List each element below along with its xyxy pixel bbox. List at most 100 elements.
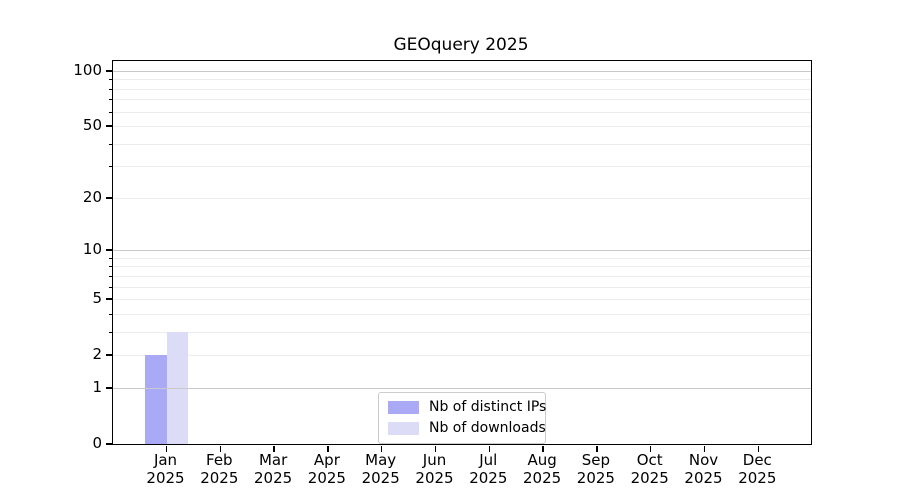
gridline-minor xyxy=(113,88,811,90)
x-tick-mark xyxy=(380,445,383,452)
y-tick-mark xyxy=(105,249,112,251)
x-tick-month: Feb xyxy=(206,451,233,469)
x-tick-month: Jul xyxy=(479,451,498,469)
gridline-minor xyxy=(113,99,811,101)
gridline-minor xyxy=(113,166,811,168)
x-tick-mark xyxy=(703,445,706,452)
y-tick-mark xyxy=(105,387,112,389)
x-tick-mark xyxy=(219,445,222,452)
x-tick-year: 2025 xyxy=(630,469,669,487)
gridline-minor xyxy=(113,197,811,199)
x-tick-label-sep: Sep 2025 xyxy=(561,451,631,487)
gridline-minor xyxy=(113,286,811,288)
x-tick-month: Jun xyxy=(422,451,447,469)
gridline-minor xyxy=(113,331,811,333)
y-tick-mark xyxy=(105,125,112,127)
x-tick-label-may: May 2025 xyxy=(346,451,416,487)
major-gridlines-layer xyxy=(113,61,811,444)
y-tick-label: 2 xyxy=(92,345,102,364)
x-tick-mark xyxy=(434,445,437,452)
x-tick-year: 2025 xyxy=(254,469,293,487)
gridline-minor xyxy=(113,257,811,259)
y-tick-label: 5 xyxy=(92,289,102,308)
y-tick-label: 1 xyxy=(92,377,102,396)
legend-swatch-distinct-ips xyxy=(388,401,419,414)
gridline-minor xyxy=(113,79,811,81)
y-minor-tick-mark xyxy=(108,266,112,268)
x-tick-label-jun: Jun 2025 xyxy=(400,451,470,487)
x-tick-label-apr: Apr 2025 xyxy=(292,451,362,487)
y-tick-mark xyxy=(105,197,112,199)
x-tick-month: Apr xyxy=(313,451,340,469)
x-tick-month: Oct xyxy=(636,451,663,469)
x-tick-label-aug: Aug 2025 xyxy=(507,451,577,487)
x-tick-year: 2025 xyxy=(523,469,562,487)
y-tick-label: 0 xyxy=(92,434,102,452)
y-minor-tick-mark xyxy=(108,275,112,277)
x-tick-mark xyxy=(649,445,652,452)
gridline-major xyxy=(113,70,811,72)
y-minor-tick-mark xyxy=(108,111,112,113)
x-tick-year: 2025 xyxy=(361,469,400,487)
y-minor-tick-mark xyxy=(108,286,112,288)
x-tick-label-jul: Jul 2025 xyxy=(453,451,523,487)
gridline-minor xyxy=(113,143,811,145)
legend-label-downloads: Nb of downloads xyxy=(429,420,546,436)
x-tick-month: May xyxy=(365,451,397,469)
legend-label-distinct-ips: Nb of distinct IPs xyxy=(429,399,547,415)
y-tick-mark xyxy=(105,298,112,300)
gridline-minor xyxy=(113,111,811,113)
x-tick-mark xyxy=(542,445,544,452)
legend-swatch-downloads xyxy=(388,422,419,435)
x-tick-month: Mar xyxy=(258,451,288,469)
gridline-minor xyxy=(113,266,811,268)
legend-entry-downloads: Nb of downloads xyxy=(388,420,546,437)
x-tick-month: Dec xyxy=(742,451,772,469)
x-tick-month: Aug xyxy=(527,451,557,469)
y-minor-tick-mark xyxy=(108,88,112,90)
y-minor-tick-mark xyxy=(108,257,112,259)
x-tick-mark xyxy=(757,445,760,452)
y-tick-mark xyxy=(105,354,112,356)
y-tick-mark xyxy=(105,443,112,445)
y-tick-label: 20 xyxy=(82,187,102,206)
x-tick-mark xyxy=(165,445,168,452)
x-tick-year: 2025 xyxy=(307,469,346,487)
x-tick-month: Nov xyxy=(688,451,719,469)
x-tick-year: 2025 xyxy=(469,469,508,487)
y-tick-mark xyxy=(105,70,112,72)
x-tick-label-mar: Mar 2025 xyxy=(238,451,308,487)
x-tick-label-feb: Feb 2025 xyxy=(184,451,254,487)
x-tick-mark xyxy=(273,445,275,452)
x-tick-label-nov: Nov 2025 xyxy=(669,451,739,487)
bar-distinct-ips-jan xyxy=(144,355,167,444)
x-tick-year: 2025 xyxy=(576,469,615,487)
gridline-major xyxy=(113,250,811,252)
x-tick-year: 2025 xyxy=(146,469,185,487)
gridline-major xyxy=(113,387,811,389)
x-tick-month: Sep xyxy=(581,451,611,469)
x-tick-year: 2025 xyxy=(415,469,454,487)
gridline-minor xyxy=(113,275,811,277)
y-minor-tick-mark xyxy=(108,313,112,315)
gridline-minor xyxy=(113,355,811,357)
y-minor-tick-mark xyxy=(108,143,112,145)
minor-gridlines-layer xyxy=(113,61,811,444)
y-minor-tick-mark xyxy=(108,79,112,81)
x-tick-year: 2025 xyxy=(738,469,777,487)
y-minor-tick-mark xyxy=(108,99,112,101)
y-minor-tick-mark xyxy=(108,331,112,333)
x-tick-label-dec: Dec 2025 xyxy=(722,451,792,487)
x-tick-label-jan: Jan 2025 xyxy=(131,451,201,487)
gridline-minor xyxy=(113,313,811,315)
x-tick-mark xyxy=(596,445,598,452)
y-minor-tick-mark xyxy=(108,166,112,168)
gridline-minor xyxy=(113,299,811,301)
axis-ticks-layer xyxy=(105,61,811,452)
legend-entry-distinct-ips: Nb of distinct IPs xyxy=(388,399,546,416)
x-tick-year: 2025 xyxy=(200,469,239,487)
y-tick-label: 100 xyxy=(73,60,102,79)
y-tick-label: 50 xyxy=(82,116,102,135)
x-tick-mark xyxy=(327,445,329,452)
